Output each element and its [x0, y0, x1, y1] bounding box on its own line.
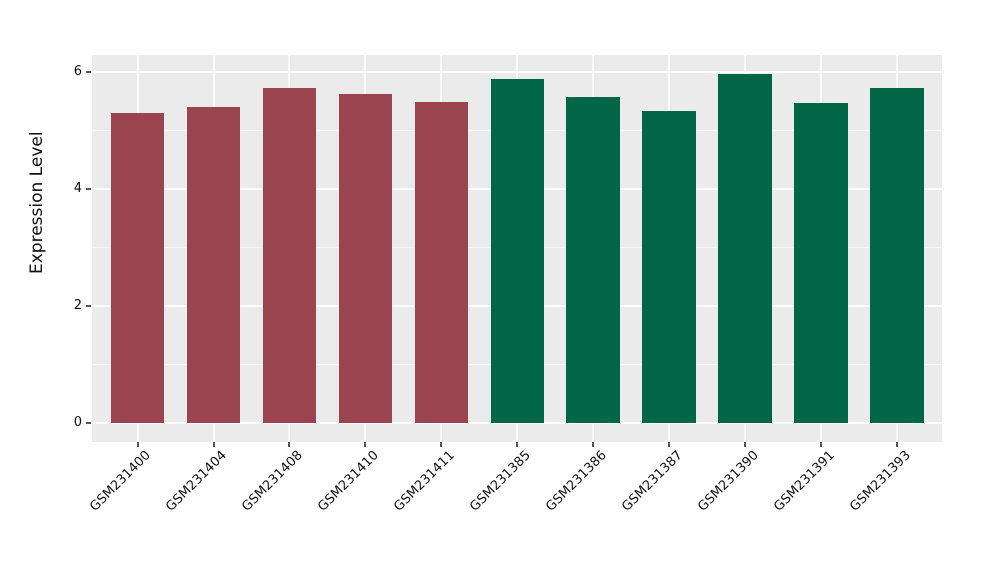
x-tick-mark-GSM231391	[820, 442, 823, 447]
x-tick-mark-GSM231390	[744, 442, 747, 447]
y-tick-mark-2	[86, 305, 91, 308]
x-tick-label-GSM231400: GSM231400	[87, 448, 155, 515]
x-tick-label-GSM231404: GSM231404	[163, 448, 231, 515]
bar-GSM231386	[566, 97, 620, 423]
x-tick-mark-GSM231385	[516, 442, 519, 447]
x-tick-label-GSM231385: GSM231385	[467, 448, 534, 515]
y-tick-mark-4	[86, 188, 91, 191]
x-tick-label-GSM231390: GSM231390	[695, 448, 762, 515]
x-tick-label-GSM231386: GSM231386	[543, 448, 610, 515]
x-tick-label-GSM231408: GSM231408	[239, 448, 307, 515]
x-tick-mark-GSM231386	[592, 442, 595, 447]
y-tick-mark-0	[86, 422, 91, 424]
x-tick-label-GSM231410: GSM231410	[315, 448, 383, 515]
y-tick-mark-6	[86, 71, 91, 74]
bar-GSM231391	[794, 103, 848, 423]
x-tick-mark-GSM231400	[136, 442, 139, 447]
y-tick-label-0: 0	[73, 415, 82, 430]
x-tick-mark-GSM231408	[288, 442, 291, 447]
x-tick-label-GSM231393: GSM231393	[847, 448, 914, 515]
y-axis-title: Expression Level	[27, 130, 47, 274]
bar-GSM231410	[338, 93, 393, 423]
x-tick-mark-GSM231411	[440, 442, 443, 447]
x-tick-mark-GSM231410	[364, 442, 367, 447]
bar-GSM231390	[718, 74, 772, 423]
x-tick-label-GSM231411: GSM231411	[391, 448, 458, 515]
x-tick-label-GSM231387: GSM231387	[619, 448, 686, 515]
y-tick-label-4: 4	[73, 181, 82, 197]
x-tick-mark-GSM231393	[896, 442, 898, 447]
bar-GSM231404	[186, 106, 241, 423]
bar-GSM231385	[490, 79, 545, 423]
x-tick-label-GSM231391: GSM231391	[771, 448, 838, 515]
bar-GSM231411	[414, 101, 469, 423]
bar-GSM231408	[262, 88, 317, 423]
bar-GSM231393	[870, 88, 924, 423]
plot-area	[92, 55, 942, 442]
y-tick-label-6: 6	[73, 64, 82, 80]
x-tick-mark-GSM231404	[212, 442, 215, 447]
bar-GSM231387	[642, 111, 696, 423]
y-tick-label-2: 2	[73, 298, 82, 314]
x-tick-mark-GSM231387	[668, 442, 671, 447]
bar-GSM231400	[110, 112, 165, 423]
